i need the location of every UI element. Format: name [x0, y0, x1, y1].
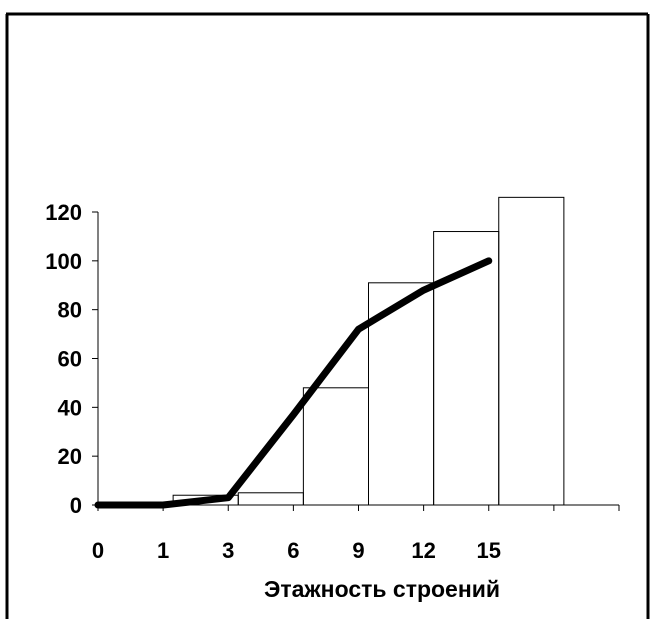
- histogram-bar-5: [498, 196, 565, 506]
- labels-layer: 0 1 3 6 9 12 15 0 20 40 60 80 100 120: [45, 200, 501, 563]
- line-layer: [94, 257, 493, 509]
- series-point-3: [290, 411, 297, 418]
- series-point-5: [420, 287, 427, 294]
- y-tick-label-5: 100: [45, 249, 82, 274]
- bars-layer: [172, 196, 565, 506]
- axes-layer: [97, 212, 619, 506]
- x-tick-label-5: 12: [411, 538, 435, 563]
- y-tick-label-6: 120: [45, 200, 82, 225]
- series-point-6: [485, 257, 492, 264]
- histogram-bar-2: [302, 387, 369, 506]
- series-point-4: [355, 326, 362, 333]
- x-tick-label-0: 0: [92, 538, 104, 563]
- x-tick-label-4: 9: [352, 538, 364, 563]
- x-tick-label-2: 3: [222, 538, 234, 563]
- ticks-layer: [92, 211, 620, 511]
- y-tick-label-0: 0: [70, 493, 82, 518]
- x-tick-label-1: 1: [157, 538, 169, 563]
- y-tick-label-3: 60: [58, 347, 82, 372]
- series-point-0: [95, 502, 101, 508]
- y-tick-label-1: 20: [58, 444, 82, 469]
- x-tick-label-6: 15: [477, 538, 501, 563]
- histogram-bar-1: [237, 492, 304, 506]
- y-tick-label-2: 40: [58, 395, 82, 420]
- y-tick-label-4: 80: [58, 298, 82, 323]
- x-tick-label-3: 6: [287, 538, 299, 563]
- x-axis-title: Этажность строений: [264, 576, 500, 602]
- series-point-2: [225, 494, 232, 501]
- series-line-0: [94, 257, 493, 509]
- series-point-1: [160, 502, 167, 508]
